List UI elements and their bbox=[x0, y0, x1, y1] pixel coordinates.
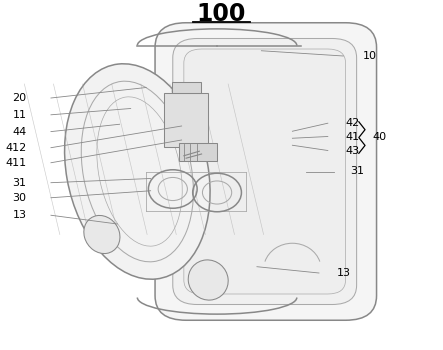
Text: 40: 40 bbox=[372, 132, 386, 142]
Bar bbox=[172, 82, 201, 93]
Text: 411: 411 bbox=[5, 158, 27, 168]
Text: 13: 13 bbox=[12, 210, 27, 220]
Ellipse shape bbox=[84, 216, 120, 253]
Text: 20: 20 bbox=[12, 93, 27, 103]
Text: 412: 412 bbox=[5, 143, 27, 153]
FancyBboxPatch shape bbox=[155, 23, 377, 320]
Ellipse shape bbox=[65, 64, 210, 279]
Text: 42: 42 bbox=[346, 118, 360, 128]
Text: 10: 10 bbox=[363, 51, 377, 61]
Text: 31: 31 bbox=[350, 167, 364, 176]
Text: 11: 11 bbox=[12, 110, 27, 120]
Text: 13: 13 bbox=[337, 268, 351, 278]
FancyBboxPatch shape bbox=[184, 49, 346, 294]
Bar bbox=[164, 93, 208, 147]
Text: 41: 41 bbox=[346, 132, 360, 141]
Text: 100: 100 bbox=[197, 2, 246, 26]
Text: 44: 44 bbox=[12, 127, 27, 136]
Text: 31: 31 bbox=[12, 178, 27, 188]
Ellipse shape bbox=[188, 260, 228, 300]
Text: 43: 43 bbox=[346, 146, 360, 155]
FancyBboxPatch shape bbox=[173, 38, 357, 304]
FancyBboxPatch shape bbox=[179, 144, 217, 161]
Text: 30: 30 bbox=[12, 193, 27, 203]
